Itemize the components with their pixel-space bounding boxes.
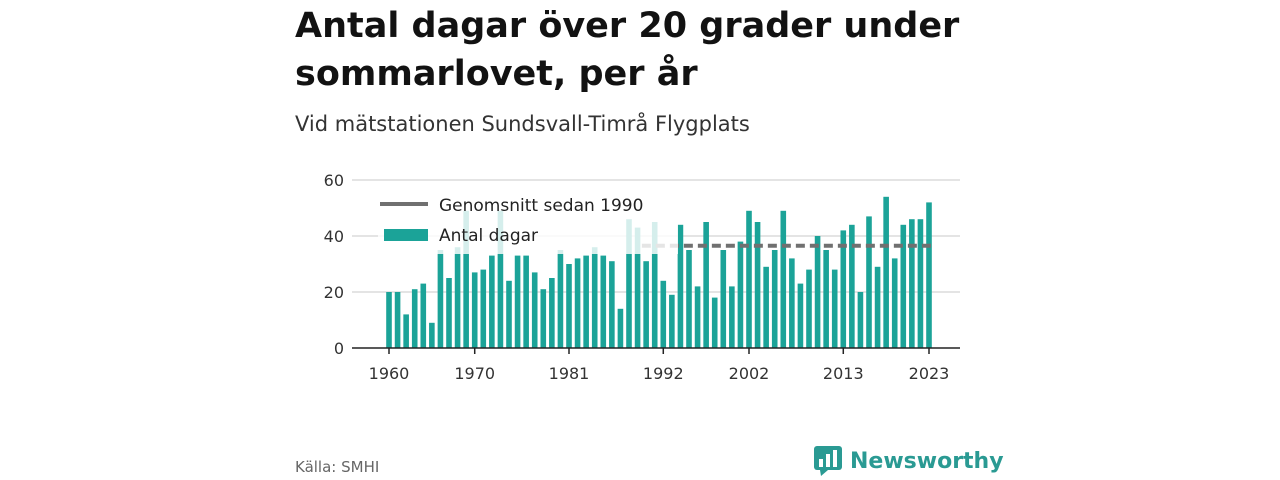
bar	[711, 297, 718, 348]
bar	[840, 230, 847, 348]
bar	[403, 314, 409, 348]
bar	[771, 250, 778, 348]
legend-bar-label: Antal dagar	[439, 226, 538, 246]
bar	[489, 255, 495, 348]
bar	[394, 292, 401, 348]
bar	[780, 210, 787, 348]
bar	[574, 258, 581, 348]
bar	[737, 241, 744, 348]
bar	[609, 261, 615, 348]
bar	[523, 255, 529, 348]
bar	[643, 261, 649, 348]
bar	[660, 280, 667, 348]
bar	[429, 322, 435, 348]
bar	[514, 255, 521, 348]
x-tick-label: 2013	[823, 364, 864, 383]
bar	[891, 258, 898, 348]
legend-bar-swatch	[384, 229, 428, 241]
bar	[849, 224, 855, 348]
bar	[454, 247, 461, 348]
bar	[591, 247, 598, 348]
bar	[729, 286, 735, 348]
bar	[806, 269, 812, 348]
bar	[669, 294, 675, 348]
bar	[506, 280, 512, 348]
bar	[814, 236, 821, 348]
bar	[583, 255, 589, 348]
bar	[909, 219, 915, 348]
x-tick-label: 2002	[729, 364, 770, 383]
x-tick-label: 1960	[369, 364, 410, 383]
bar	[754, 222, 761, 348]
x-tick-label: 2023	[909, 364, 950, 383]
brand-name: Newsworthy	[850, 448, 1004, 474]
bar	[831, 269, 838, 348]
bar	[463, 210, 469, 348]
bar	[411, 289, 418, 348]
bar	[600, 255, 607, 348]
bar	[651, 222, 658, 348]
newsworthy-logo-icon	[814, 446, 842, 476]
bar	[797, 283, 804, 348]
bar	[823, 250, 829, 348]
y-tick-label: 0	[334, 339, 344, 358]
bar	[686, 250, 692, 348]
bar	[497, 210, 504, 348]
bar	[549, 278, 555, 348]
x-tick-label: 1992	[643, 364, 684, 383]
bar	[446, 278, 452, 348]
bar	[566, 264, 572, 348]
bar	[857, 292, 864, 348]
brand-logo: Newsworthy	[814, 446, 1004, 476]
x-tick-label: 1981	[549, 364, 590, 383]
bar	[386, 292, 392, 348]
x-tick-label: 1970	[454, 364, 495, 383]
bar	[557, 250, 564, 348]
bar	[720, 250, 727, 348]
bar	[694, 286, 701, 348]
bar	[437, 250, 444, 348]
bar	[789, 258, 795, 348]
bar	[531, 272, 538, 348]
source-note: Källa: SMHI	[295, 458, 380, 476]
bar	[763, 266, 769, 348]
bar	[703, 222, 709, 348]
bar	[917, 219, 924, 348]
bar-chart: 0 20 40 60 1960 1970 1981 1992 2002 2013 2023 Genom…	[324, 171, 960, 383]
bar	[883, 196, 889, 348]
chart-subtitle: Vid mätstationen Sundsvall-Timrå Flygpla…	[295, 112, 750, 136]
bar	[900, 224, 907, 348]
bar	[480, 269, 487, 348]
chart-title: Antal dagar över 20 grader under sommarl…	[295, 6, 960, 94]
bar	[746, 210, 752, 348]
y-tick-label: 60	[324, 171, 344, 190]
bar	[471, 272, 478, 348]
bar	[866, 216, 872, 348]
bar	[540, 289, 547, 348]
bar	[677, 224, 684, 348]
bar	[634, 227, 641, 348]
y-tick-label: 20	[324, 283, 344, 302]
bar	[626, 219, 632, 348]
legend-background	[378, 186, 678, 254]
bar	[617, 308, 624, 348]
bar	[874, 266, 881, 348]
legend-average-label: Genomsnitt sedan 1990	[439, 196, 643, 216]
bar	[926, 202, 932, 348]
bar	[420, 283, 427, 348]
y-tick-label: 40	[324, 227, 344, 246]
